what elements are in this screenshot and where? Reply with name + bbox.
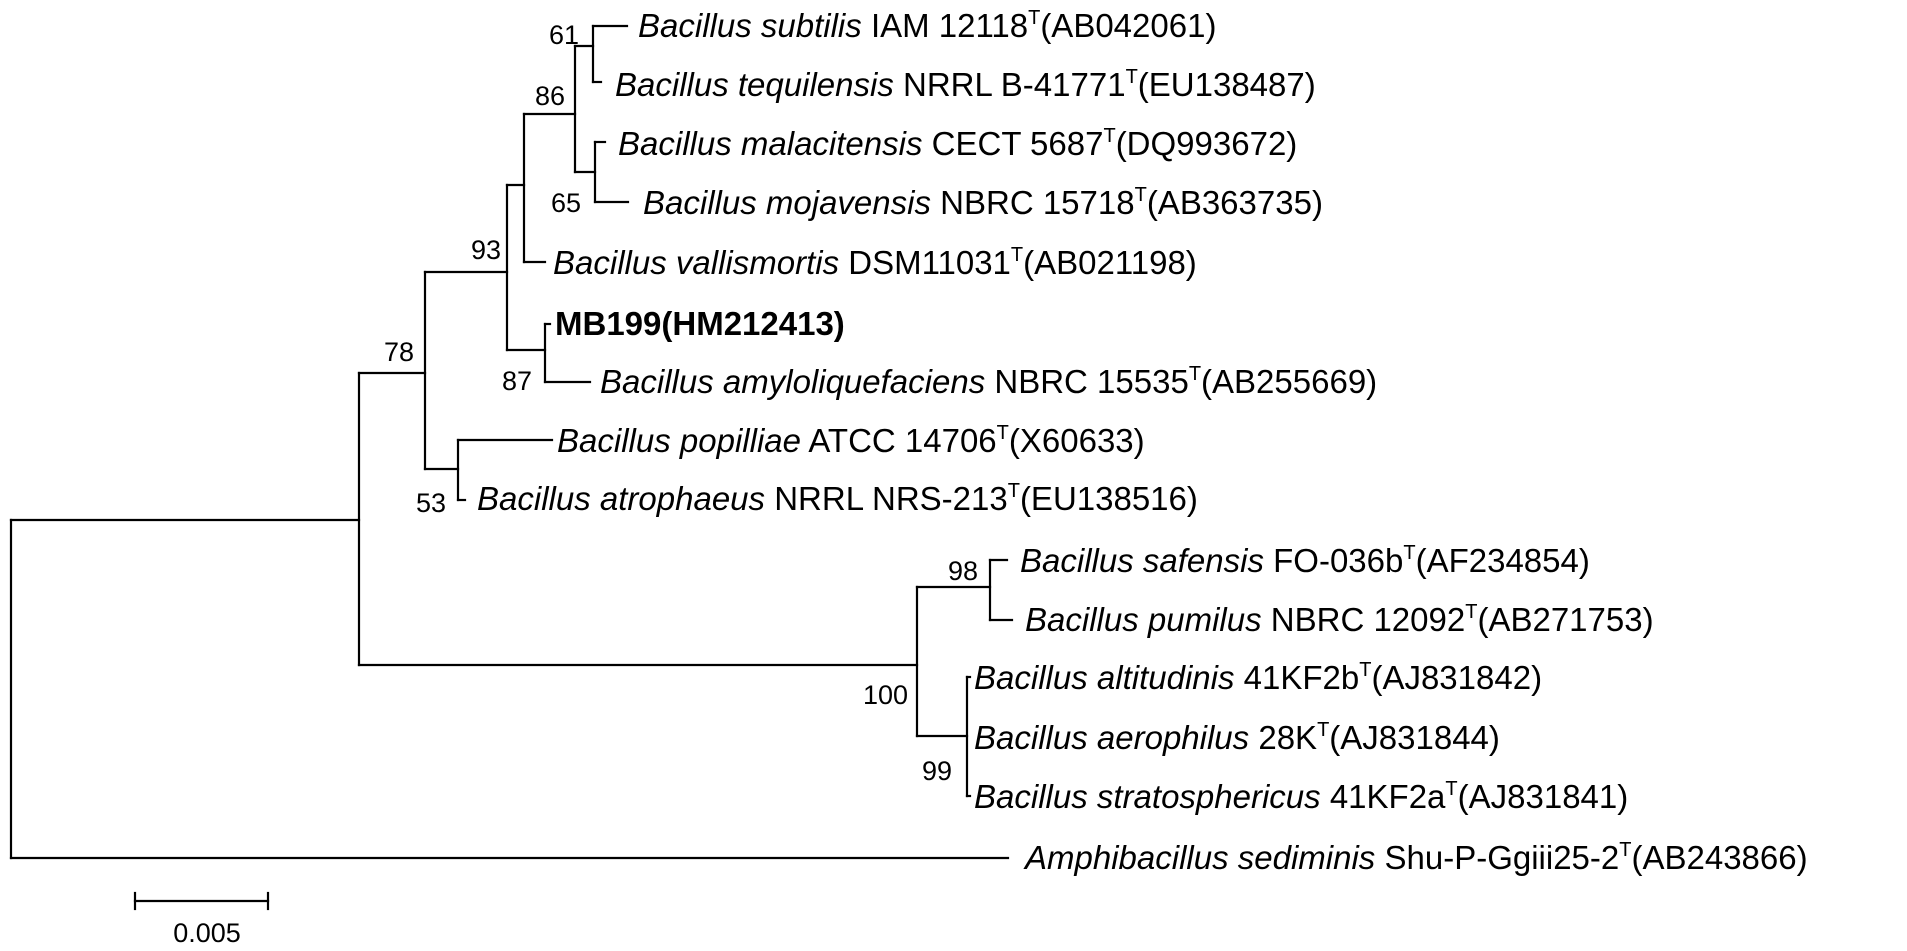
taxon-labels: Bacillus subtilis IAM 12118T(AB042061) B… xyxy=(477,7,1808,876)
bootstrap-98: 98 xyxy=(948,556,978,586)
taxon-label-safensis: Bacillus safensis FO-036bT(AF234854) xyxy=(1020,542,1590,579)
bootstrap-61: 61 xyxy=(549,20,579,50)
taxon-label-amyloliquefaciens: Bacillus amyloliquefaciens NBRC 15535T(A… xyxy=(600,363,1377,400)
bootstrap-86: 86 xyxy=(535,81,565,111)
scale-bar-label: 0.005 xyxy=(173,918,241,948)
taxon-label-vallismortis: Bacillus vallismortis DSM11031T(AB021198… xyxy=(553,244,1197,281)
taxon-label-pumilus: Bacillus pumilus NBRC 12092T(AB271753) xyxy=(1025,601,1654,638)
taxon-label-popilliae: Bacillus popilliae ATCC 14706T(X60633) xyxy=(557,422,1145,459)
bootstrap-100: 100 xyxy=(863,680,908,710)
taxon-label-tequilensis: Bacillus tequilensis NRRL B-41771T(EU138… xyxy=(615,66,1316,103)
taxon-label-aerophilus: Bacillus aerophilus 28KT(AJ831844) xyxy=(974,719,1500,756)
taxon-label-altitudinis: Bacillus altitudinis 41KF2bT(AJ831842) xyxy=(974,659,1542,696)
bootstrap-values: 61 86 65 93 87 78 53 98 100 99 xyxy=(384,20,978,786)
taxon-label-stratosphericus: Bacillus stratosphericus 41KF2aT(AJ83184… xyxy=(974,778,1628,815)
taxon-label-malacitensis: Bacillus malacitensis CECT 5687T(DQ99367… xyxy=(618,125,1297,162)
bootstrap-99: 99 xyxy=(922,756,952,786)
bootstrap-78: 78 xyxy=(384,337,414,367)
taxon-label-subtilis: Bacillus subtilis IAM 12118T(AB042061) xyxy=(638,7,1216,44)
bootstrap-87: 87 xyxy=(502,366,532,396)
scale-bar: 0.005 xyxy=(133,891,270,948)
taxon-label-atrophaeus: Bacillus atrophaeus NRRL NRS-213T(EU1385… xyxy=(477,480,1198,517)
tree-branches xyxy=(9,24,1014,860)
taxon-label-mb199: MB199(HM212413) xyxy=(555,305,845,342)
taxon-label-mojavensis: Bacillus mojavensis NBRC 15718T(AB363735… xyxy=(643,184,1323,221)
bootstrap-65: 65 xyxy=(551,188,581,218)
taxon-label-sediminis: Amphibacillus sediminis Shu-P-Ggiii25-2T… xyxy=(1023,839,1808,876)
bootstrap-93: 93 xyxy=(471,235,501,265)
bootstrap-53: 53 xyxy=(416,488,446,518)
